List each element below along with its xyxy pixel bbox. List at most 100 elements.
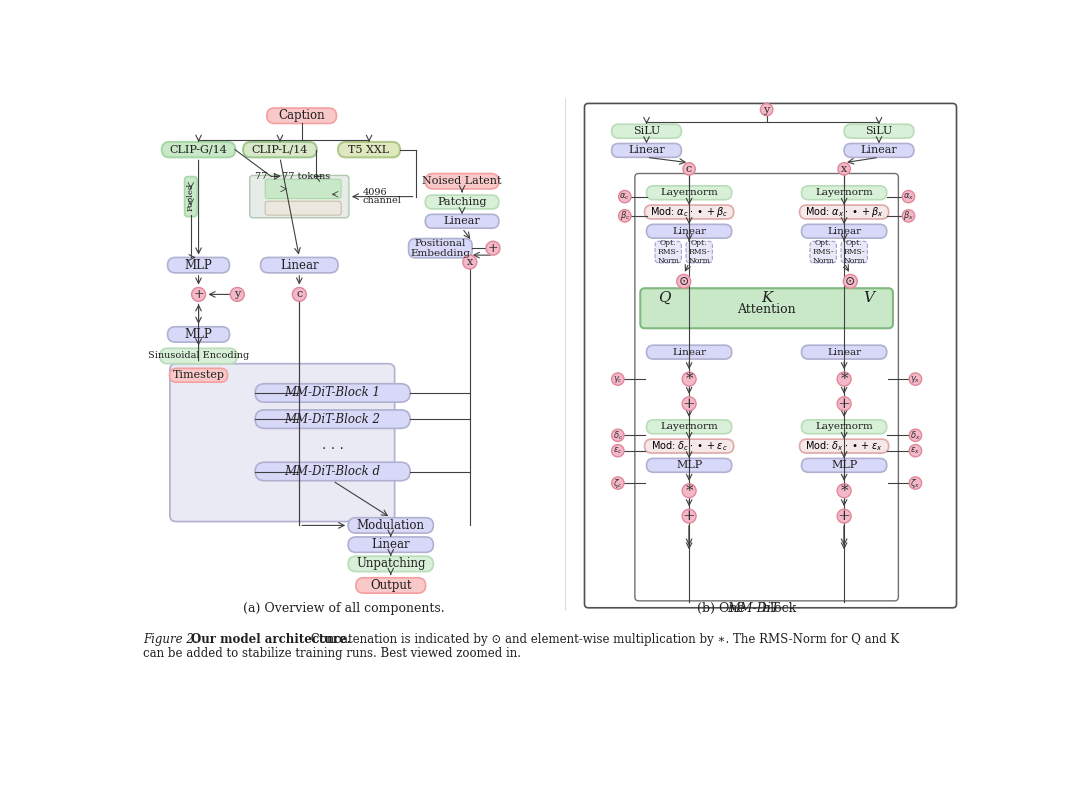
FancyBboxPatch shape	[841, 241, 867, 263]
Text: ⊙: ⊙	[678, 275, 689, 288]
FancyBboxPatch shape	[426, 214, 499, 228]
Text: MM-DiT-Block 1: MM-DiT-Block 1	[285, 386, 380, 400]
FancyBboxPatch shape	[170, 368, 228, 382]
Text: Sinusoidal Encoding: Sinusoidal Encoding	[148, 352, 249, 360]
Text: Layernorm: Layernorm	[660, 188, 718, 197]
Text: Positional
Embedding: Positional Embedding	[410, 239, 471, 258]
Text: Linear: Linear	[372, 539, 410, 551]
Text: SiLU: SiLU	[865, 126, 893, 136]
Text: MLP: MLP	[831, 460, 858, 470]
Text: Noised Latent: Noised Latent	[422, 176, 502, 186]
FancyBboxPatch shape	[799, 205, 889, 219]
Text: K: K	[761, 291, 772, 305]
FancyBboxPatch shape	[845, 144, 914, 157]
FancyBboxPatch shape	[255, 410, 410, 429]
Text: Layernorm: Layernorm	[815, 188, 873, 197]
FancyBboxPatch shape	[267, 108, 337, 123]
Text: +: +	[838, 396, 851, 411]
Text: T5 XXL: T5 XXL	[349, 144, 390, 155]
Text: V: V	[863, 291, 875, 305]
Text: $\epsilon_x$: $\epsilon_x$	[910, 445, 920, 456]
Text: 77 + 77 tokens: 77 + 77 tokens	[256, 172, 330, 181]
Text: Figure 2.: Figure 2.	[143, 633, 201, 646]
FancyBboxPatch shape	[645, 439, 733, 453]
Text: MLP: MLP	[185, 328, 213, 341]
FancyBboxPatch shape	[249, 175, 349, 217]
Text: $\alpha_x$: $\alpha_x$	[903, 192, 914, 202]
FancyBboxPatch shape	[801, 225, 887, 238]
Text: $\zeta_x$: $\zeta_x$	[910, 476, 920, 490]
FancyBboxPatch shape	[167, 257, 230, 273]
Circle shape	[619, 191, 631, 203]
Text: +: +	[488, 242, 498, 254]
Text: 4096: 4096	[363, 188, 388, 197]
Text: CLIP-G/14: CLIP-G/14	[170, 144, 228, 155]
Text: Opt.
RMS-
Norm: Opt. RMS- Norm	[843, 239, 865, 265]
Circle shape	[837, 509, 851, 523]
Text: x: x	[841, 164, 847, 174]
Text: +: +	[683, 509, 696, 523]
Circle shape	[909, 477, 921, 489]
Text: Mod: $\delta_c \cdot \bullet + \epsilon_c$: Mod: $\delta_c \cdot \bullet + \epsilon_…	[651, 439, 728, 453]
FancyBboxPatch shape	[640, 288, 893, 328]
Text: $\epsilon_c$: $\epsilon_c$	[613, 445, 623, 456]
FancyBboxPatch shape	[801, 458, 887, 473]
FancyBboxPatch shape	[801, 186, 887, 199]
FancyBboxPatch shape	[266, 179, 341, 199]
Text: Linear: Linear	[444, 216, 481, 226]
Text: Timestep: Timestep	[173, 371, 225, 380]
Text: Q: Q	[658, 291, 671, 305]
Text: MM-DiT-Block d: MM-DiT-Block d	[285, 465, 380, 478]
FancyBboxPatch shape	[647, 420, 732, 434]
Text: Unpatching: Unpatching	[356, 557, 426, 571]
Text: Patching: Patching	[437, 197, 487, 207]
Circle shape	[486, 241, 500, 255]
Circle shape	[837, 396, 851, 411]
Circle shape	[611, 429, 624, 441]
FancyBboxPatch shape	[408, 239, 472, 257]
Circle shape	[611, 444, 624, 457]
FancyBboxPatch shape	[799, 439, 889, 453]
Circle shape	[611, 373, 624, 385]
Text: Mod: $\alpha_x \cdot \bullet + \beta_x$: Mod: $\alpha_x \cdot \bullet + \beta_x$	[805, 205, 883, 219]
Text: MLP: MLP	[185, 258, 213, 272]
Circle shape	[902, 210, 915, 222]
Text: Linear: Linear	[827, 348, 861, 356]
Text: $\gamma_c$: $\gamma_c$	[612, 374, 623, 385]
Text: Linear: Linear	[629, 145, 665, 155]
FancyBboxPatch shape	[243, 142, 316, 157]
Circle shape	[760, 104, 773, 115]
Circle shape	[230, 287, 244, 301]
Text: Linear: Linear	[280, 258, 319, 272]
FancyBboxPatch shape	[426, 195, 499, 209]
FancyBboxPatch shape	[801, 420, 887, 434]
Text: $\gamma_x$: $\gamma_x$	[910, 374, 920, 385]
Text: Caption: Caption	[279, 109, 325, 122]
FancyBboxPatch shape	[647, 225, 732, 238]
FancyBboxPatch shape	[348, 537, 433, 553]
Circle shape	[909, 444, 921, 457]
Text: MM-DiT-Block 2: MM-DiT-Block 2	[285, 413, 380, 425]
Text: +: +	[683, 396, 696, 411]
FancyBboxPatch shape	[160, 349, 238, 363]
FancyBboxPatch shape	[162, 142, 235, 157]
Circle shape	[902, 191, 915, 203]
FancyBboxPatch shape	[647, 458, 732, 473]
FancyBboxPatch shape	[348, 517, 433, 533]
FancyBboxPatch shape	[656, 241, 681, 263]
Text: . . .: . . .	[322, 438, 343, 452]
Circle shape	[909, 429, 921, 441]
Text: MM-DiT: MM-DiT	[727, 602, 780, 615]
Text: $\delta_x$: $\delta_x$	[910, 429, 921, 441]
FancyBboxPatch shape	[260, 257, 338, 273]
Text: Our model architecture.: Our model architecture.	[191, 633, 351, 646]
Text: Layernorm: Layernorm	[660, 422, 718, 431]
Text: Opt.
RMS-
Norm: Opt. RMS- Norm	[688, 239, 711, 265]
Circle shape	[837, 372, 851, 386]
FancyBboxPatch shape	[645, 205, 733, 219]
FancyBboxPatch shape	[611, 124, 681, 138]
FancyBboxPatch shape	[611, 144, 681, 157]
Text: c: c	[296, 290, 302, 299]
FancyBboxPatch shape	[647, 345, 732, 359]
Circle shape	[843, 275, 858, 288]
